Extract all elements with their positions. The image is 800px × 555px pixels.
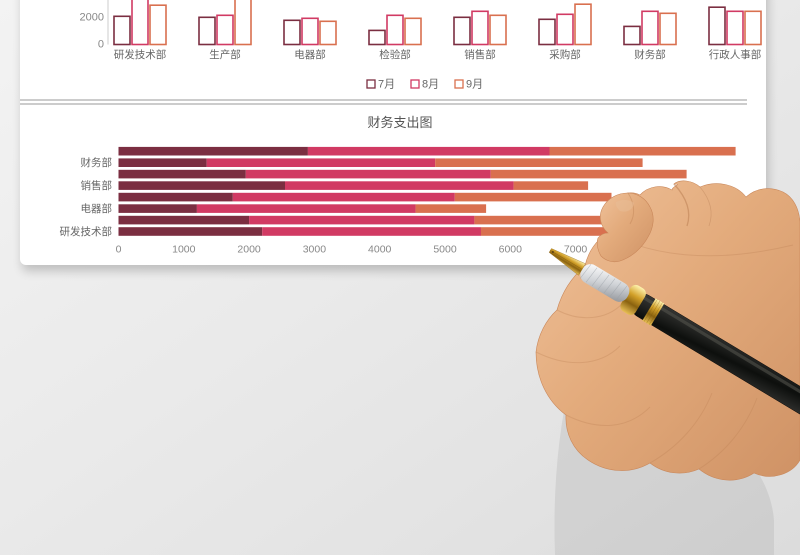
svg-text:财务部: 财务部: [81, 156, 113, 169]
svg-text:7000: 7000: [564, 244, 588, 256]
svg-text:电器部: 电器部: [81, 202, 113, 215]
svg-text:行政人事部: 行政人事部: [709, 48, 762, 61]
svg-text:电器部: 电器部: [294, 48, 326, 61]
svg-text:生产部: 生产部: [209, 48, 241, 61]
svg-text:财务支出图: 财务支出图: [367, 115, 432, 130]
svg-text:检验部: 检验部: [379, 48, 411, 61]
svg-text:研发技术部: 研发技术部: [114, 48, 167, 61]
svg-text:3000: 3000: [303, 244, 327, 256]
svg-text:销售部: 销售部: [464, 48, 496, 61]
svg-text:采购部: 采购部: [549, 48, 581, 61]
svg-text:5000: 5000: [433, 244, 457, 256]
svg-text:6000: 6000: [499, 244, 523, 256]
svg-text:8月: 8月: [422, 79, 439, 91]
svg-text:研发技术部: 研发技术部: [60, 225, 113, 238]
svg-text:4000: 4000: [368, 244, 392, 256]
svg-text:销售部: 销售部: [81, 179, 113, 192]
svg-text:9月: 9月: [466, 79, 483, 91]
svg-text:0: 0: [98, 39, 104, 51]
svg-text:2000: 2000: [237, 244, 261, 256]
svg-text:0: 0: [116, 244, 122, 256]
svg-text:7月: 7月: [378, 79, 395, 91]
svg-text:2000: 2000: [80, 11, 104, 23]
svg-text:财务部: 财务部: [634, 48, 666, 61]
svg-text:1000: 1000: [172, 244, 196, 256]
